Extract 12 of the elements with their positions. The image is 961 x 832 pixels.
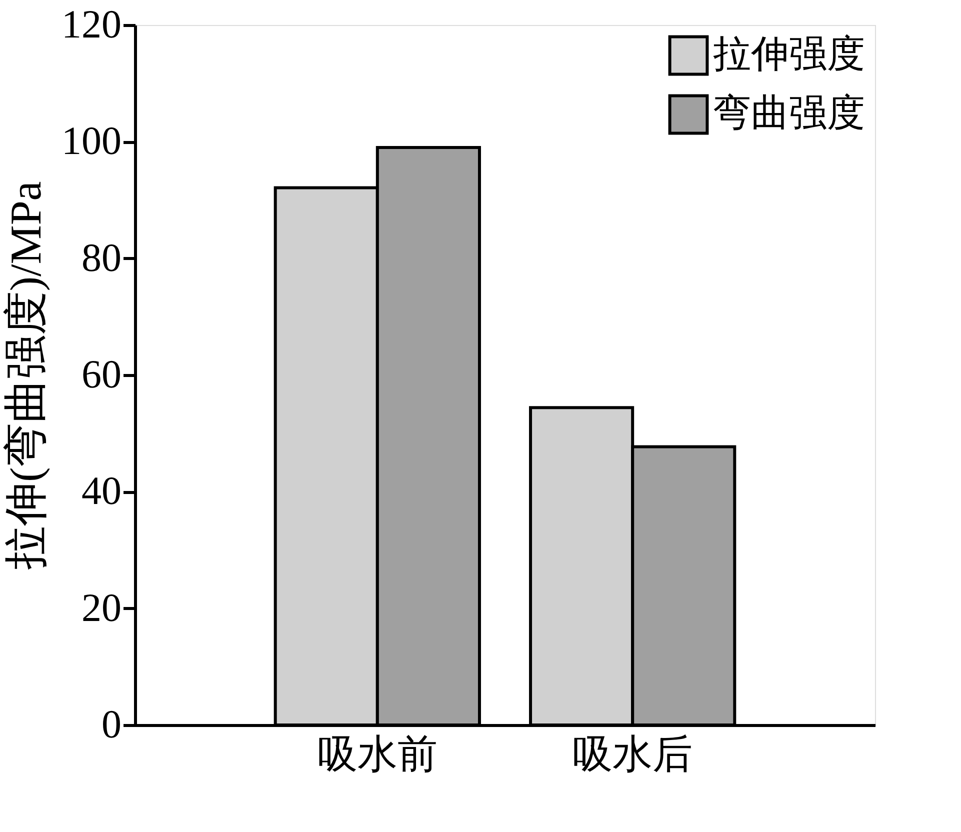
y-tick-label: 60 [82, 352, 122, 396]
x-tick-label: 吸水后 [572, 732, 693, 776]
y-axis-title: 拉伸(弯曲强度)/MPa [2, 181, 50, 570]
legend-label: 拉伸强度 [713, 34, 865, 76]
legend-label: 弯曲强度 [713, 92, 865, 134]
y-tick-label: 80 [82, 234, 122, 280]
y-tick-label: 120 [62, 2, 122, 46]
x-tick-label: 吸水前 [317, 732, 438, 776]
y-tick-label: 20 [82, 584, 122, 630]
y-tick-label: 40 [82, 468, 122, 514]
y-tick-label: 0 [102, 702, 122, 746]
y-tick-label: 100 [62, 118, 122, 164]
